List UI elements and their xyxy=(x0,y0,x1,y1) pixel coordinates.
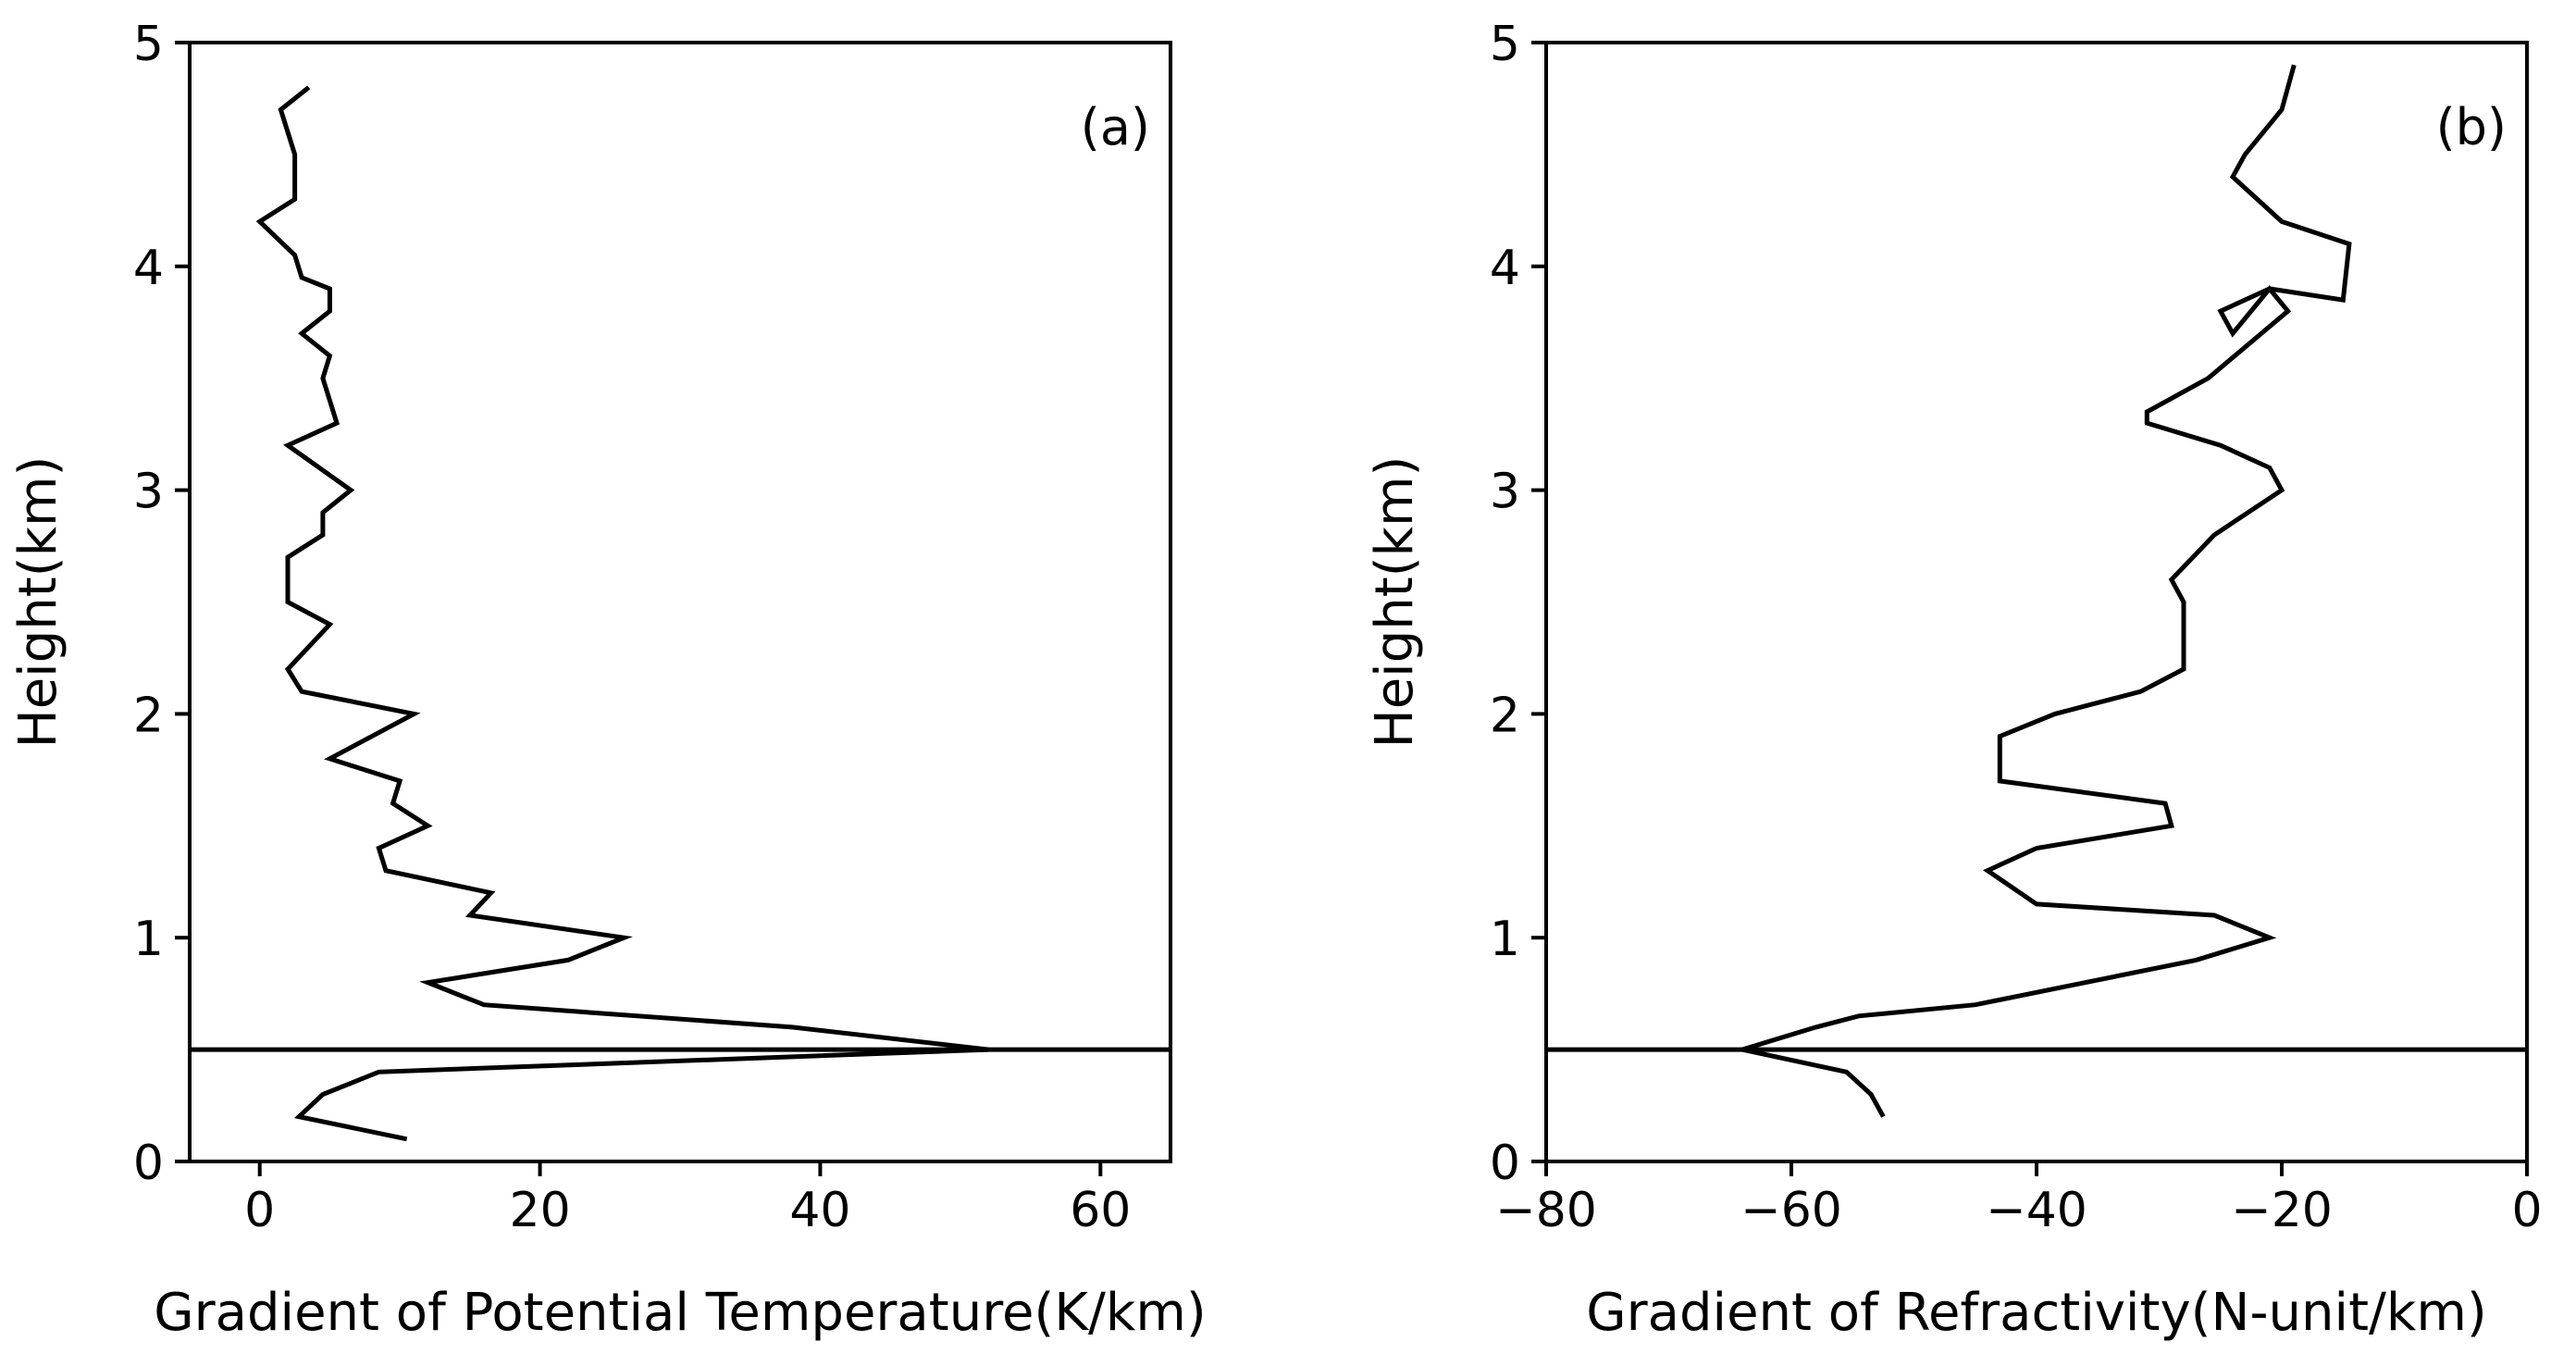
chart-panel-b: −80 −60 −40 −20 0 0 1 2 3 4 5 (b) Gradient of Ref… xyxy=(1365,17,2543,1343)
x-ticks-b: −80 −60 −40 −20 0 xyxy=(1495,1161,2543,1238)
y-axis-label-b: Height(km) xyxy=(1365,456,1425,749)
y-tick-label: 1 xyxy=(133,912,164,967)
y-tick-label: 4 xyxy=(1490,241,1520,296)
series-line-b xyxy=(1733,64,2352,1118)
x-tick-label: −60 xyxy=(1740,1183,1842,1238)
x-axis-label-b: Gradient of Refractivity(N-unit/km) xyxy=(1586,1283,2486,1343)
x-tick-label: −80 xyxy=(1495,1183,1597,1238)
x-axis-label-a: Gradient of Potential Temperature(K/km) xyxy=(154,1283,1206,1343)
y-tick-label: 3 xyxy=(1490,465,1520,520)
y-tick-label: 1 xyxy=(1490,912,1520,967)
chart-panel-a: 0 20 40 60 0 1 2 3 4 5 (a) Gradient of Potential… xyxy=(8,17,1207,1343)
plot-frame-b xyxy=(1544,41,2529,1163)
y-tick-label: 4 xyxy=(133,241,164,296)
plot-frame-a xyxy=(188,41,1172,1163)
x-tick-label: −40 xyxy=(1986,1183,2087,1238)
series-line-a xyxy=(255,85,989,1142)
x-tick-label: 40 xyxy=(789,1183,850,1238)
panel-label-a: (a) xyxy=(1081,98,1150,156)
y-tick-label: 3 xyxy=(133,465,164,520)
y-axis-label-a: Height(km) xyxy=(8,456,68,749)
y-ticks-b: 0 1 2 3 4 5 xyxy=(1490,17,1546,1191)
x-tick-label: 20 xyxy=(509,1183,570,1238)
panel-label-b: (b) xyxy=(2436,98,2507,156)
y-tick-label: 2 xyxy=(133,688,164,743)
y-tick-label: 0 xyxy=(1490,1136,1520,1191)
x-tick-label: 0 xyxy=(2511,1183,2542,1238)
x-tick-label: −20 xyxy=(2231,1183,2333,1238)
y-tick-label: 5 xyxy=(1490,17,1520,72)
y-tick-label: 0 xyxy=(133,1136,164,1191)
y-ticks-a: 0 1 2 3 4 5 xyxy=(133,17,190,1191)
x-ticks-a: 0 20 40 60 xyxy=(244,1161,1131,1238)
x-tick-label: 60 xyxy=(1070,1183,1131,1238)
x-tick-label: 0 xyxy=(244,1183,275,1238)
y-tick-label: 5 xyxy=(133,17,164,72)
y-tick-label: 2 xyxy=(1490,688,1520,743)
